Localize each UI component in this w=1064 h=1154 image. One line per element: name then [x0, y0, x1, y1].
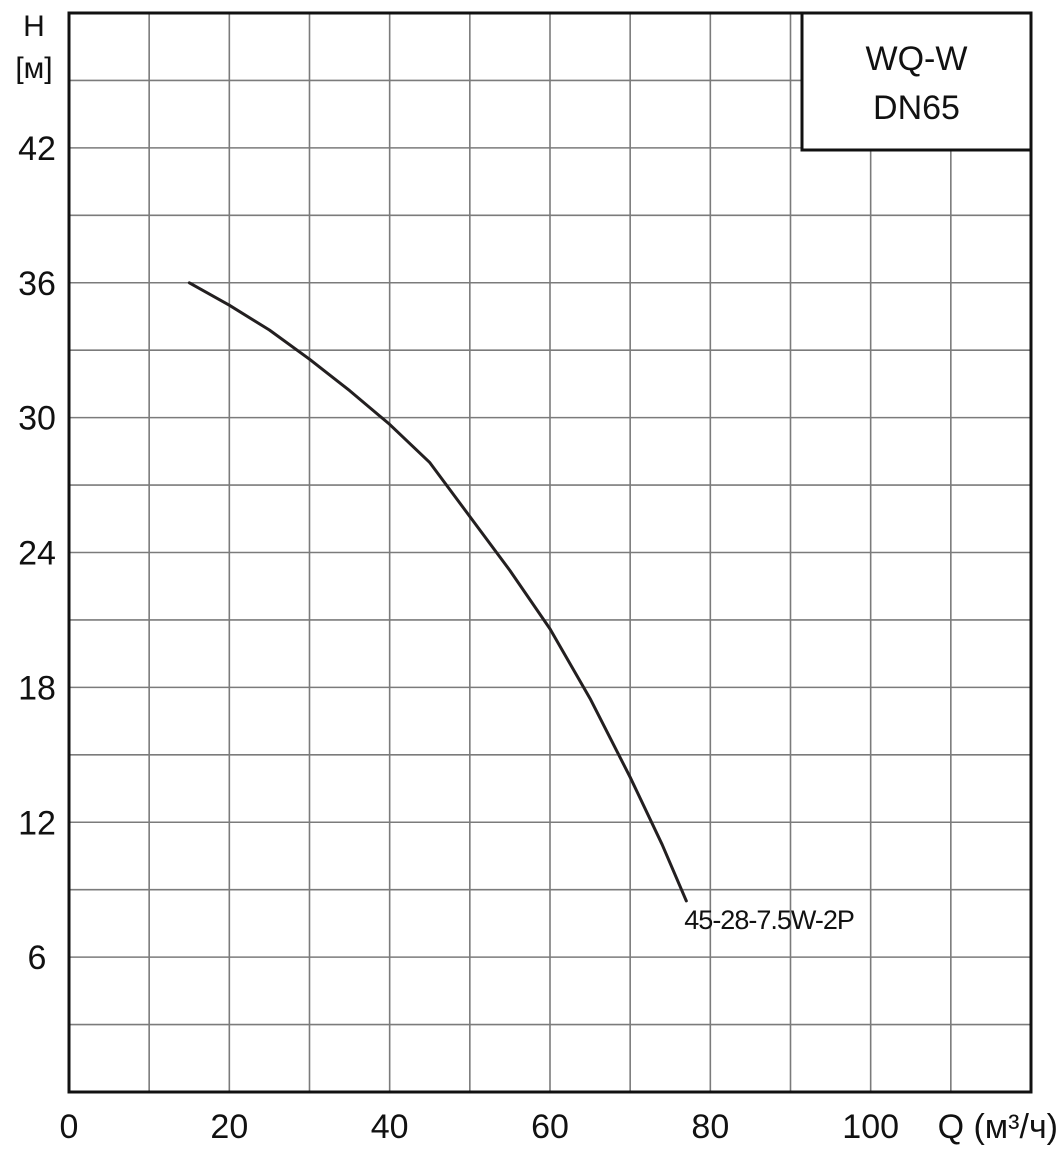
- y-tick-label: 24: [18, 535, 56, 573]
- x-tick-label: 40: [371, 1108, 409, 1146]
- y-tick-label: 18: [18, 669, 56, 707]
- series-label: 45-28-7.5W-2P: [684, 905, 854, 935]
- y-tick-label: 30: [18, 400, 56, 438]
- x-tick-label: 60: [531, 1108, 569, 1146]
- title-box-line1: WQ-W: [866, 40, 968, 78]
- x-tick-label: 100: [842, 1108, 899, 1146]
- y-tick-label: 6: [28, 939, 47, 977]
- plot-frame: [67, 11, 1033, 1094]
- y-axis-unit: [м]: [15, 52, 52, 85]
- y-tick-label: 12: [18, 804, 56, 842]
- y-tick-label: 42: [18, 130, 56, 168]
- y-axis-symbol: H: [23, 10, 45, 43]
- series-line: [187, 281, 688, 903]
- title-box-line2: DN65: [873, 89, 960, 127]
- title-box: [800, 11, 1033, 152]
- x-tick-label: 0: [60, 1108, 79, 1146]
- y-tick-label: 36: [18, 265, 56, 303]
- x-tick-label: 80: [691, 1108, 729, 1146]
- x-tick-label: 20: [210, 1108, 248, 1146]
- x-axis-title: Q (м³/ч): [938, 1108, 1058, 1146]
